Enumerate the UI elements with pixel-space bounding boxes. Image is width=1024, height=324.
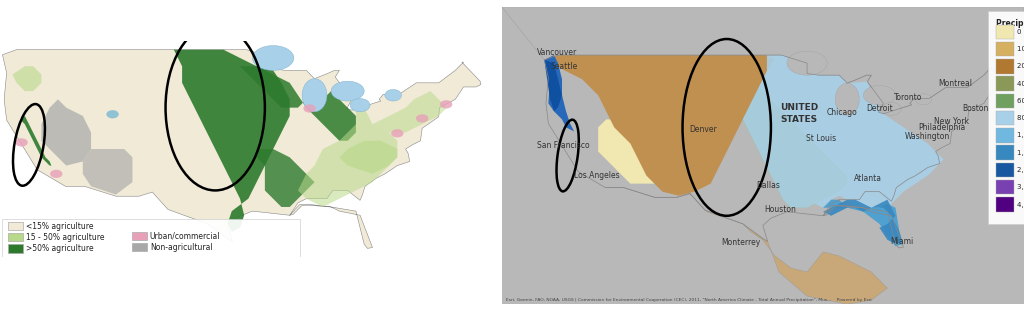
Polygon shape [20,116,51,166]
Ellipse shape [253,46,294,70]
Polygon shape [2,50,481,249]
Ellipse shape [106,110,119,118]
Text: 1,200 - 1,600: 1,200 - 1,600 [1017,133,1024,138]
Bar [8,233,24,241]
Text: 3,000 - 4,000: 3,000 - 4,000 [1017,184,1024,190]
Polygon shape [502,7,1024,114]
Polygon shape [742,87,847,208]
Text: Monterrey: Monterrey [721,238,760,247]
Ellipse shape [882,102,901,115]
Text: Seattle: Seattle [550,62,578,71]
Text: Toronto: Toronto [894,93,923,102]
Polygon shape [598,119,654,184]
Bar [132,243,147,251]
Bar [996,59,1014,74]
Bar [996,76,1014,91]
Bar [8,222,24,230]
Bar [996,42,1014,56]
Polygon shape [823,200,902,244]
Polygon shape [339,141,397,174]
Polygon shape [545,60,562,111]
Ellipse shape [385,89,401,101]
Polygon shape [41,99,91,166]
Polygon shape [257,149,314,207]
Text: 1,600 - 2,000: 1,600 - 2,000 [1017,150,1024,156]
Ellipse shape [863,86,895,105]
Text: Denver: Denver [689,125,717,134]
Bar [2,219,300,260]
Text: <15% agriculture: <15% agriculture [26,222,93,230]
Text: Los Angeles: Los Angeles [573,171,620,180]
Text: Atlanta: Atlanta [854,174,882,182]
Text: Detroit: Detroit [866,104,893,113]
Text: Urban/commercial: Urban/commercial [150,231,220,240]
Polygon shape [742,55,944,208]
Ellipse shape [302,79,327,112]
Text: >50% agriculture: >50% agriculture [26,244,93,253]
Text: 2,000 - 3,000: 2,000 - 3,000 [1017,167,1024,173]
Ellipse shape [50,170,62,178]
Text: Chicago: Chicago [827,108,858,117]
Ellipse shape [331,81,365,101]
Polygon shape [83,149,132,195]
Text: 100 - 200: 100 - 200 [1017,46,1024,52]
Bar [996,197,1014,212]
Text: Philadelphia: Philadelphia [919,123,966,132]
Bar [988,11,1024,224]
Bar [996,163,1014,177]
Ellipse shape [15,138,28,146]
Text: St Louis: St Louis [807,134,837,143]
Ellipse shape [391,129,403,137]
Polygon shape [373,91,447,133]
Bar [996,128,1014,143]
Polygon shape [545,55,574,132]
Polygon shape [240,66,356,141]
Text: UNITED: UNITED [780,103,818,112]
Polygon shape [12,66,41,91]
Bar [8,244,24,252]
Bar [996,145,1014,160]
Ellipse shape [440,100,453,109]
Text: Esri, Garmin, FAO, NOAA, USGS | Commission for Environmental Cooperation (CEC), : Esri, Garmin, FAO, NOAA, USGS | Commissi… [506,298,871,302]
Text: 400 - 600: 400 - 600 [1017,81,1024,87]
Text: Montreal: Montreal [938,79,972,88]
Ellipse shape [787,51,827,75]
Bar [996,25,1014,39]
Polygon shape [298,91,397,207]
Bar [132,232,147,240]
Ellipse shape [836,83,859,115]
Text: 600 - 800: 600 - 800 [1017,98,1024,104]
Text: Miami: Miami [890,237,913,246]
Polygon shape [823,200,903,246]
Text: 4,000 - 6,250: 4,000 - 6,250 [1017,202,1024,208]
Ellipse shape [915,94,932,105]
Ellipse shape [416,114,428,122]
Bar [996,94,1014,108]
Text: 15 - 50% agriculture: 15 - 50% agriculture [26,233,104,242]
Text: San Francisco: San Francisco [537,141,589,150]
Bar [996,180,1014,194]
Text: Boston: Boston [962,104,988,113]
Text: Washington: Washington [905,132,950,141]
Text: Non-agricultural: Non-agricultural [150,243,212,252]
Text: Precipitation (mm): Precipitation (mm) [996,19,1024,28]
Ellipse shape [303,104,315,113]
Text: Houston: Houston [764,205,796,214]
Text: New York: New York [934,117,969,126]
Bar [996,111,1014,125]
Polygon shape [606,188,888,304]
Text: 0 - 100: 0 - 100 [1017,29,1024,35]
Polygon shape [174,50,290,232]
Text: 800 - 1,200: 800 - 1,200 [1017,115,1024,121]
Text: Vancouver: Vancouver [537,48,578,57]
Text: STATES: STATES [780,115,817,124]
Text: 200 - 400: 200 - 400 [1017,63,1024,69]
Polygon shape [545,55,775,196]
Text: Dallas: Dallas [757,181,780,190]
Ellipse shape [350,98,370,112]
